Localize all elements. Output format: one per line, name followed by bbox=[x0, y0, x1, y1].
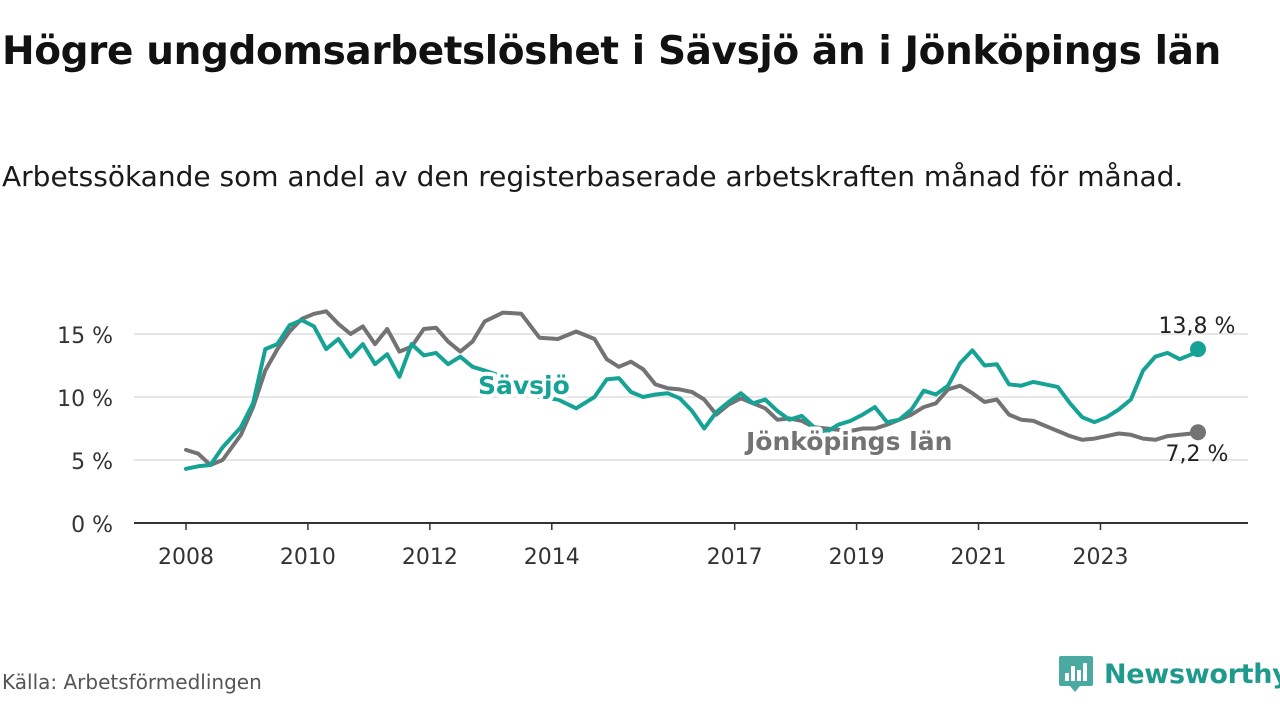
series-label-savsjo: Sävsjö bbox=[478, 371, 570, 400]
x-tick-label: 2010 bbox=[280, 545, 336, 570]
x-tick-label: 2012 bbox=[402, 545, 458, 570]
source-note: Källa: Arbetsförmedlingen bbox=[2, 670, 262, 694]
end-point-savsjo bbox=[1190, 341, 1206, 358]
y-tick-label: 0 % bbox=[71, 513, 113, 538]
y-tick-label: 10 % bbox=[57, 387, 113, 412]
newsworthy-logo-icon bbox=[1059, 656, 1093, 692]
x-tick-label: 2019 bbox=[829, 545, 885, 570]
x-tick-label: 2021 bbox=[951, 545, 1007, 570]
y-tick-label: 15 % bbox=[57, 324, 113, 349]
series-label-jonkoping: Jönköpings län bbox=[744, 427, 952, 456]
chart-title: Högre ungdomsarbetslöshet i Sävsjö än i … bbox=[2, 29, 1221, 74]
end-label-savsjo: 13,8 % bbox=[1159, 314, 1236, 339]
x-tick-label: 2008 bbox=[158, 545, 214, 570]
series-line-savsjo bbox=[184, 318, 1200, 471]
x-tick-label: 2017 bbox=[707, 545, 763, 570]
chart-subtitle: Arbetssökande som andel av den registerb… bbox=[2, 160, 1184, 193]
end-label-jonkoping: 7,2 % bbox=[1166, 442, 1229, 467]
newsworthy-logo: Newsworthy bbox=[1058, 655, 1280, 693]
x-tick-label: 2023 bbox=[1072, 545, 1128, 570]
brand-name: Newsworthy bbox=[1104, 658, 1280, 690]
x-tick-label: 2014 bbox=[524, 545, 580, 570]
end-point-jonkoping bbox=[1190, 424, 1206, 441]
y-tick-label: 5 % bbox=[71, 450, 113, 475]
